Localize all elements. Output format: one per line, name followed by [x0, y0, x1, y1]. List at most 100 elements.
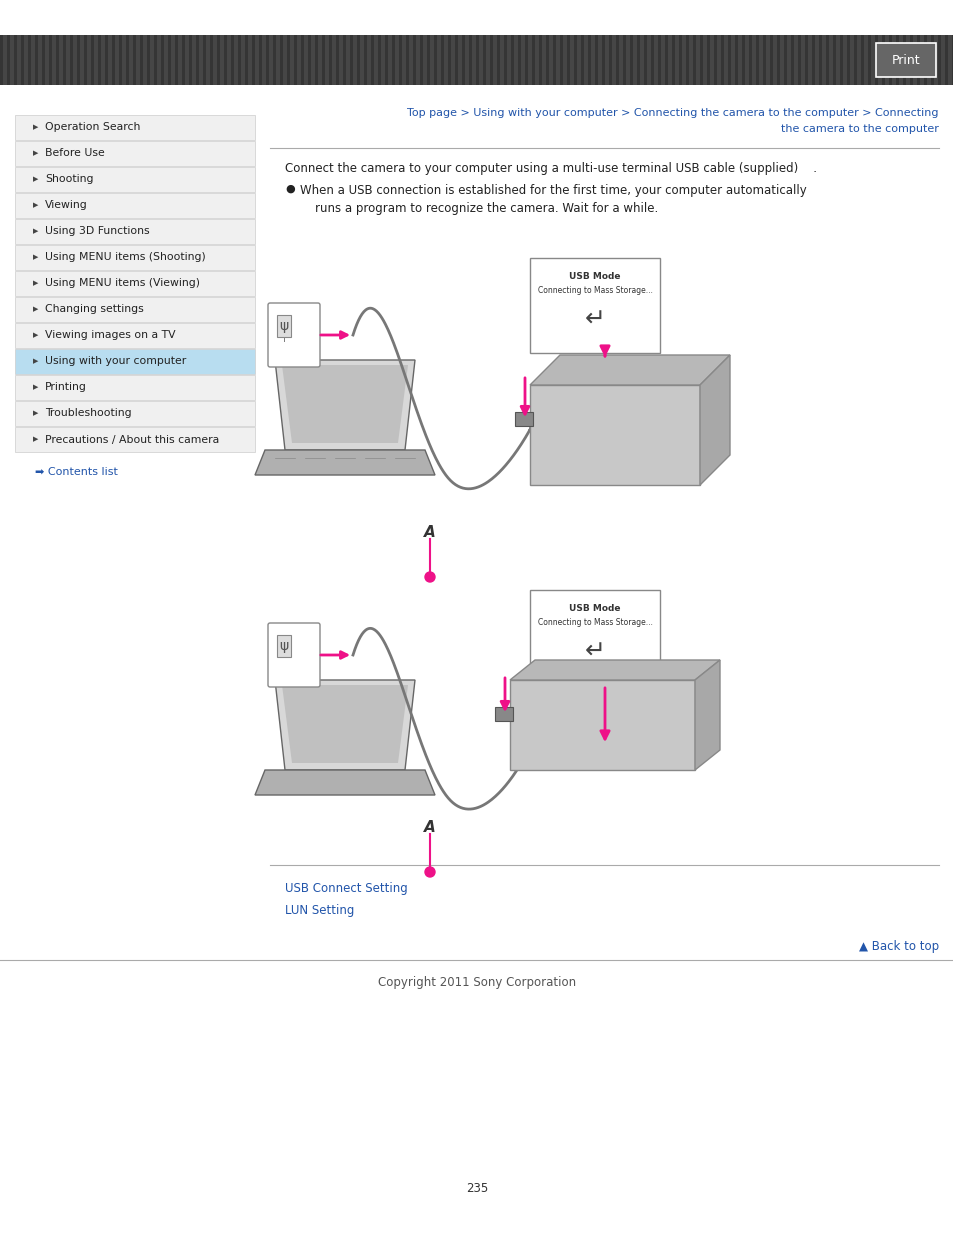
Bar [671, 35, 675, 85]
Bar [385, 35, 388, 85]
Polygon shape [274, 680, 415, 769]
Bar [49, 35, 52, 85]
Bar [495, 706, 513, 721]
Bar [923, 35, 926, 85]
Bar [245, 35, 248, 85]
Bar [273, 35, 276, 85]
Bar [15, 115, 254, 140]
Bar [944, 35, 947, 85]
Bar [153, 35, 157, 85]
Polygon shape [274, 359, 415, 450]
Polygon shape [282, 685, 408, 763]
Text: Using with your computer: Using with your computer [45, 357, 186, 367]
Text: Connect the camera to your computer using a multi-use terminal USB cable (suppli: Connect the camera to your computer usin… [285, 162, 816, 175]
Bar [490, 35, 493, 85]
Bar [14, 35, 17, 85]
Text: Copyright 2011 Sony Corporation: Copyright 2011 Sony Corporation [377, 976, 576, 989]
Bar [335, 35, 339, 85]
Bar [951, 35, 953, 85]
FancyBboxPatch shape [268, 622, 319, 687]
Bar [35, 35, 38, 85]
Bar [15, 427, 254, 452]
Text: Using MENU items (Shooting): Using MENU items (Shooting) [45, 252, 206, 263]
Bar [559, 35, 563, 85]
Text: ●: ● [285, 184, 294, 194]
Bar [818, 35, 821, 85]
Bar [15, 193, 254, 219]
Bar [258, 35, 262, 85]
Bar [329, 35, 333, 85]
Bar [930, 35, 934, 85]
Bar [406, 35, 409, 85]
Bar [587, 35, 591, 85]
Bar [580, 35, 584, 85]
Bar [455, 35, 458, 85]
Text: ▶: ▶ [33, 228, 38, 235]
Bar [91, 35, 94, 85]
Bar [276, 635, 291, 657]
Bar [210, 35, 213, 85]
Text: Connecting to Mass Storage...: Connecting to Mass Storage... [537, 618, 652, 627]
Text: ▶: ▶ [33, 306, 38, 312]
Bar [203, 35, 206, 85]
Bar [608, 35, 612, 85]
Text: Changing settings: Changing settings [45, 305, 144, 315]
Bar [727, 35, 731, 85]
Bar [692, 35, 696, 85]
Text: Operation Search: Operation Search [45, 122, 140, 132]
Text: Precautions / About this camera: Precautions / About this camera [45, 435, 219, 445]
Bar [168, 35, 172, 85]
Text: ▶: ▶ [33, 151, 38, 157]
Bar [15, 270, 254, 296]
Bar [343, 35, 346, 85]
Text: ▲ Back to top: ▲ Back to top [858, 940, 938, 953]
Bar [658, 35, 660, 85]
Bar [867, 35, 871, 85]
Bar [147, 35, 151, 85]
Polygon shape [254, 769, 435, 795]
Text: Printing: Printing [45, 383, 87, 393]
Bar [105, 35, 109, 85]
Bar [515, 412, 533, 426]
Bar [448, 35, 451, 85]
Bar [63, 35, 67, 85]
Bar [308, 35, 312, 85]
Bar [314, 35, 318, 85]
Bar [174, 35, 178, 85]
Bar [875, 43, 935, 77]
Bar [119, 35, 122, 85]
Bar [356, 35, 360, 85]
Polygon shape [510, 680, 695, 769]
Bar [706, 35, 710, 85]
Polygon shape [510, 659, 720, 680]
Text: ▶: ▶ [33, 280, 38, 287]
Bar [15, 375, 254, 400]
Bar [574, 35, 577, 85]
Bar [937, 35, 941, 85]
Bar [503, 35, 507, 85]
Bar [42, 35, 46, 85]
Bar [532, 35, 535, 85]
Bar [511, 35, 514, 85]
Bar [15, 219, 254, 245]
Text: Using MENU items (Viewing): Using MENU items (Viewing) [45, 279, 200, 289]
Bar [916, 35, 920, 85]
Polygon shape [700, 354, 729, 485]
Bar [538, 35, 542, 85]
Text: LUN Setting: LUN Setting [285, 904, 354, 918]
Bar [902, 35, 905, 85]
Bar [882, 35, 884, 85]
Bar [650, 35, 654, 85]
Bar [427, 35, 430, 85]
Bar [530, 258, 659, 353]
Text: USB Mode: USB Mode [569, 604, 620, 613]
Bar [909, 35, 913, 85]
Bar [497, 35, 500, 85]
Text: When a USB connection is established for the first time, your computer automatic: When a USB connection is established for… [299, 184, 806, 198]
Bar [15, 401, 254, 426]
Bar [685, 35, 689, 85]
Bar [629, 35, 633, 85]
Text: Before Use: Before Use [45, 148, 105, 158]
Bar [21, 35, 25, 85]
Bar [895, 35, 899, 85]
